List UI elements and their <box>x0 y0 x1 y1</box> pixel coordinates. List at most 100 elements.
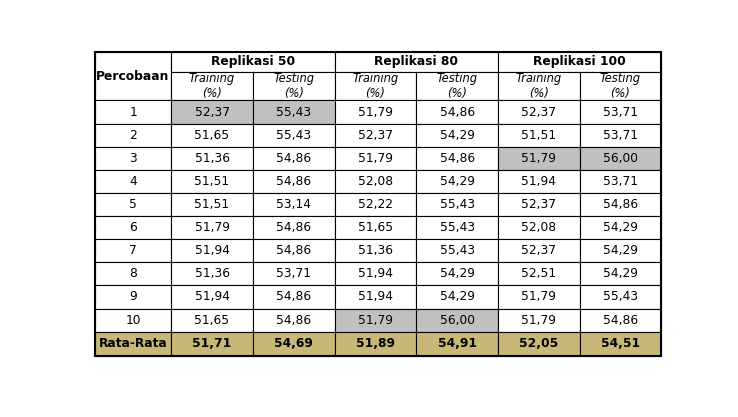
Text: 55,43: 55,43 <box>603 291 638 304</box>
Text: 51,94: 51,94 <box>195 244 230 257</box>
Bar <box>498 100 579 123</box>
Bar <box>95 239 171 262</box>
Text: 52,05: 52,05 <box>519 337 559 350</box>
Text: Replikasi 100: Replikasi 100 <box>534 55 626 68</box>
Bar <box>416 309 498 332</box>
Bar <box>171 309 253 332</box>
Text: 54,69: 54,69 <box>275 337 313 350</box>
Bar <box>334 193 416 216</box>
Text: Testing
(%): Testing (%) <box>437 72 477 100</box>
Text: 51,79: 51,79 <box>521 291 556 304</box>
Text: 53,71: 53,71 <box>603 128 638 142</box>
Text: 51,65: 51,65 <box>195 314 230 327</box>
Bar <box>253 123 334 147</box>
Text: 51,94: 51,94 <box>521 175 556 188</box>
Text: 1: 1 <box>129 106 137 118</box>
Bar <box>579 285 661 309</box>
Bar <box>334 147 416 170</box>
Bar <box>334 332 416 356</box>
Bar <box>416 239 498 262</box>
Text: 8: 8 <box>129 267 137 280</box>
Text: 51,94: 51,94 <box>195 291 230 304</box>
Bar <box>253 170 334 193</box>
Text: 54,29: 54,29 <box>603 267 638 280</box>
Text: 56,00: 56,00 <box>440 314 475 327</box>
Bar <box>334 285 416 309</box>
Bar <box>579 193 661 216</box>
Text: 52,37: 52,37 <box>195 106 230 118</box>
Bar <box>171 123 253 147</box>
Bar <box>171 100 253 123</box>
Bar <box>171 52 334 72</box>
Bar <box>95 285 171 309</box>
Text: 54,29: 54,29 <box>440 267 475 280</box>
Text: 55,43: 55,43 <box>440 198 475 211</box>
Bar <box>416 193 498 216</box>
Bar <box>498 170 579 193</box>
Text: 54,29: 54,29 <box>603 221 638 234</box>
Text: 54,91: 54,91 <box>438 337 477 350</box>
Bar <box>171 262 253 285</box>
Text: 54,86: 54,86 <box>276 244 311 257</box>
Bar <box>334 170 416 193</box>
Text: Training
(%): Training (%) <box>516 72 562 100</box>
Bar <box>579 332 661 356</box>
Bar <box>334 216 416 239</box>
Bar <box>334 262 416 285</box>
Bar <box>334 72 416 100</box>
Text: 51,79: 51,79 <box>195 221 230 234</box>
Bar <box>171 332 253 356</box>
Text: 55,43: 55,43 <box>276 128 311 142</box>
Bar <box>498 332 579 356</box>
Bar <box>498 123 579 147</box>
Text: 52,37: 52,37 <box>521 106 556 118</box>
Text: 54,29: 54,29 <box>440 128 475 142</box>
Bar <box>171 285 253 309</box>
Bar <box>498 239 579 262</box>
Text: 51,51: 51,51 <box>195 175 230 188</box>
Text: 51,36: 51,36 <box>195 152 230 165</box>
Text: 54,86: 54,86 <box>440 106 475 118</box>
Text: 51,36: 51,36 <box>358 244 393 257</box>
Text: 51,94: 51,94 <box>358 267 393 280</box>
Bar <box>579 239 661 262</box>
Text: Training
(%): Training (%) <box>352 72 399 100</box>
Bar <box>95 123 171 147</box>
Bar <box>95 262 171 285</box>
Text: 5: 5 <box>129 198 137 211</box>
Text: 51,65: 51,65 <box>195 128 230 142</box>
Bar <box>579 100 661 123</box>
Text: 54,86: 54,86 <box>276 291 311 304</box>
Bar <box>579 216 661 239</box>
Text: 54,86: 54,86 <box>276 175 311 188</box>
Text: Replikasi 80: Replikasi 80 <box>374 55 458 68</box>
Bar <box>416 147 498 170</box>
Bar <box>95 309 171 332</box>
Bar <box>579 72 661 100</box>
Bar <box>95 216 171 239</box>
Text: 54,86: 54,86 <box>440 152 475 165</box>
Bar <box>253 332 334 356</box>
Bar <box>95 52 171 100</box>
Bar <box>253 216 334 239</box>
Text: 56,00: 56,00 <box>603 152 638 165</box>
Text: 51,89: 51,89 <box>356 337 395 350</box>
Text: Training
(%): Training (%) <box>189 72 235 100</box>
Bar <box>498 262 579 285</box>
Text: 51,79: 51,79 <box>521 152 556 165</box>
Text: 10: 10 <box>125 314 141 327</box>
Bar <box>334 52 498 72</box>
Text: 55,43: 55,43 <box>276 106 311 118</box>
Text: 51,79: 51,79 <box>358 314 393 327</box>
Bar <box>334 239 416 262</box>
Bar <box>253 309 334 332</box>
Bar <box>579 123 661 147</box>
Text: Testing
(%): Testing (%) <box>600 72 641 100</box>
Bar <box>95 170 171 193</box>
Bar <box>171 216 253 239</box>
Text: 51,79: 51,79 <box>358 152 393 165</box>
Bar <box>416 216 498 239</box>
Bar <box>171 193 253 216</box>
Bar <box>334 309 416 332</box>
Text: 52,37: 52,37 <box>521 244 556 257</box>
